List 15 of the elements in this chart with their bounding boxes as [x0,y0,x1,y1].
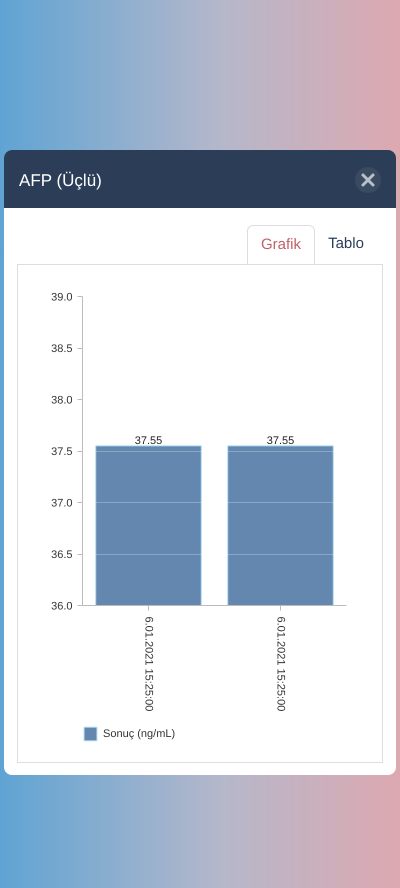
x-tick-label: 6.01.2021 15:25:00 [142,616,154,712]
data-label: 37.55 [134,434,162,447]
y-tick-label: 38.5 [51,343,73,355]
y-tick-label: 36.0 [51,600,73,612]
data-label: 37.55 [266,434,294,447]
y-tick-label: 37.0 [51,498,73,510]
y-tick-label: 37.5 [51,446,73,458]
text: Tablo [327,234,365,254]
y-tick-label: 39.0 [51,292,73,304]
chart-title: AFP (Üçlü) [19,170,102,192]
legend-label: Sonuç (ng/mL) [103,728,176,740]
x-tick-label: 6.01.2021 15:25:00 [274,616,286,712]
y-tick-label: 36.5 [51,549,73,561]
tab: Grafik [247,225,315,265]
y-tick-label: 38.0 [51,394,73,406]
